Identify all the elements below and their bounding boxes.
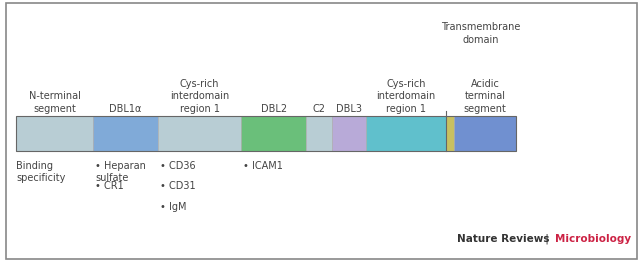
Bar xyxy=(158,116,241,151)
Bar xyxy=(16,116,516,151)
Bar xyxy=(332,116,366,151)
Text: Acidic
terminal
segment: Acidic terminal segment xyxy=(464,79,507,114)
Text: Cys-rich
interdomain
region 1: Cys-rich interdomain region 1 xyxy=(376,79,436,114)
Bar xyxy=(241,116,306,151)
Bar xyxy=(366,116,446,151)
Text: |: | xyxy=(542,234,552,244)
Text: • CD31: • CD31 xyxy=(159,182,195,192)
Bar xyxy=(16,116,93,151)
Bar xyxy=(93,116,158,151)
Text: • CR1: • CR1 xyxy=(95,182,123,192)
Text: Cys-rich
interdomain
region 1: Cys-rich interdomain region 1 xyxy=(170,79,229,114)
Text: • Heparan
sulfate: • Heparan sulfate xyxy=(95,161,146,183)
Text: C2: C2 xyxy=(312,104,325,114)
Text: Binding
specificity: Binding specificity xyxy=(16,161,66,183)
Bar xyxy=(446,116,454,151)
Text: Nature Reviews: Nature Reviews xyxy=(457,234,550,244)
Bar xyxy=(306,116,332,151)
Text: DBL1α: DBL1α xyxy=(109,104,141,114)
Text: Microbiology: Microbiology xyxy=(555,234,631,244)
Text: N-terminal
segment: N-terminal segment xyxy=(28,91,80,114)
Text: • CD36: • CD36 xyxy=(159,161,195,171)
Bar xyxy=(454,116,516,151)
Text: DBL3: DBL3 xyxy=(336,104,362,114)
Text: • IgM: • IgM xyxy=(159,203,186,212)
Text: Transmembrane
domain: Transmembrane domain xyxy=(441,23,521,45)
Text: • ICAM1: • ICAM1 xyxy=(243,161,283,171)
Text: DBL2: DBL2 xyxy=(260,104,287,114)
